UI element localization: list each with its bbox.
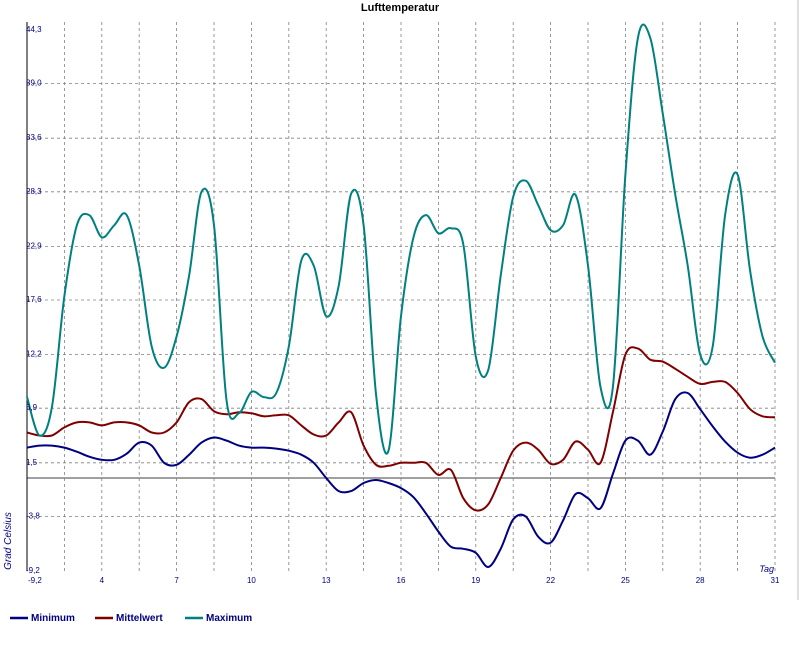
x-tick-label: 22 xyxy=(546,576,555,585)
x-tick-labels: -9,2 4 7 10 13 16 19 22 25 28 31 xyxy=(28,576,780,585)
x-tick-label: 7 xyxy=(174,576,179,585)
legend-label: Maximum xyxy=(206,613,252,624)
x-tick-label: 28 xyxy=(696,576,705,585)
x-axis-label: Tag xyxy=(759,564,774,574)
series-line-maximum xyxy=(26,23,776,455)
series-line-minimum xyxy=(26,391,776,568)
legend: Minimum Mittelwert Maximum xyxy=(10,613,252,624)
x-tick-label: 16 xyxy=(397,576,406,585)
y-tick-label: 6,9 xyxy=(26,403,38,412)
x-tick-label: 31 xyxy=(771,576,780,585)
y-axis-label: Grad Celsius xyxy=(3,512,14,570)
series-lines xyxy=(26,23,776,568)
y-tick-label: 44,3 xyxy=(26,25,42,34)
y-tick-label: 28,3 xyxy=(26,187,42,196)
chart-title: Lufttemperatur xyxy=(361,2,440,14)
y-tick-label: 12,2 xyxy=(26,350,42,359)
x-tick-label: 10 xyxy=(247,576,256,585)
y-tick-label: 22,9 xyxy=(26,241,42,250)
y-tick-label: 33,6 xyxy=(26,133,42,142)
y-tick-label: 1,5 xyxy=(26,458,38,467)
x-tick-label: 13 xyxy=(322,576,331,585)
y-tick-label: -3,8 xyxy=(26,511,40,520)
y-tick-label: -9,2 xyxy=(26,566,40,575)
y-tick-labels: 44,3 39,0 33,6 28,3 22,9 17,6 12,2 6,9 1,5 -3,8 -9… xyxy=(26,25,42,575)
legend-label: Mittelwert xyxy=(116,613,163,624)
x-tick-label: 19 xyxy=(471,576,480,585)
x-tick-label: 25 xyxy=(621,576,630,585)
y-tick-label: 17,6 xyxy=(26,295,42,304)
x-tick-label: -9,2 xyxy=(28,576,42,585)
x-tick-label: 4 xyxy=(100,576,105,585)
y-tick-label: 39,0 xyxy=(26,79,42,88)
series-line-mittelwert xyxy=(26,346,776,512)
legend-label: Minimum xyxy=(31,613,75,624)
